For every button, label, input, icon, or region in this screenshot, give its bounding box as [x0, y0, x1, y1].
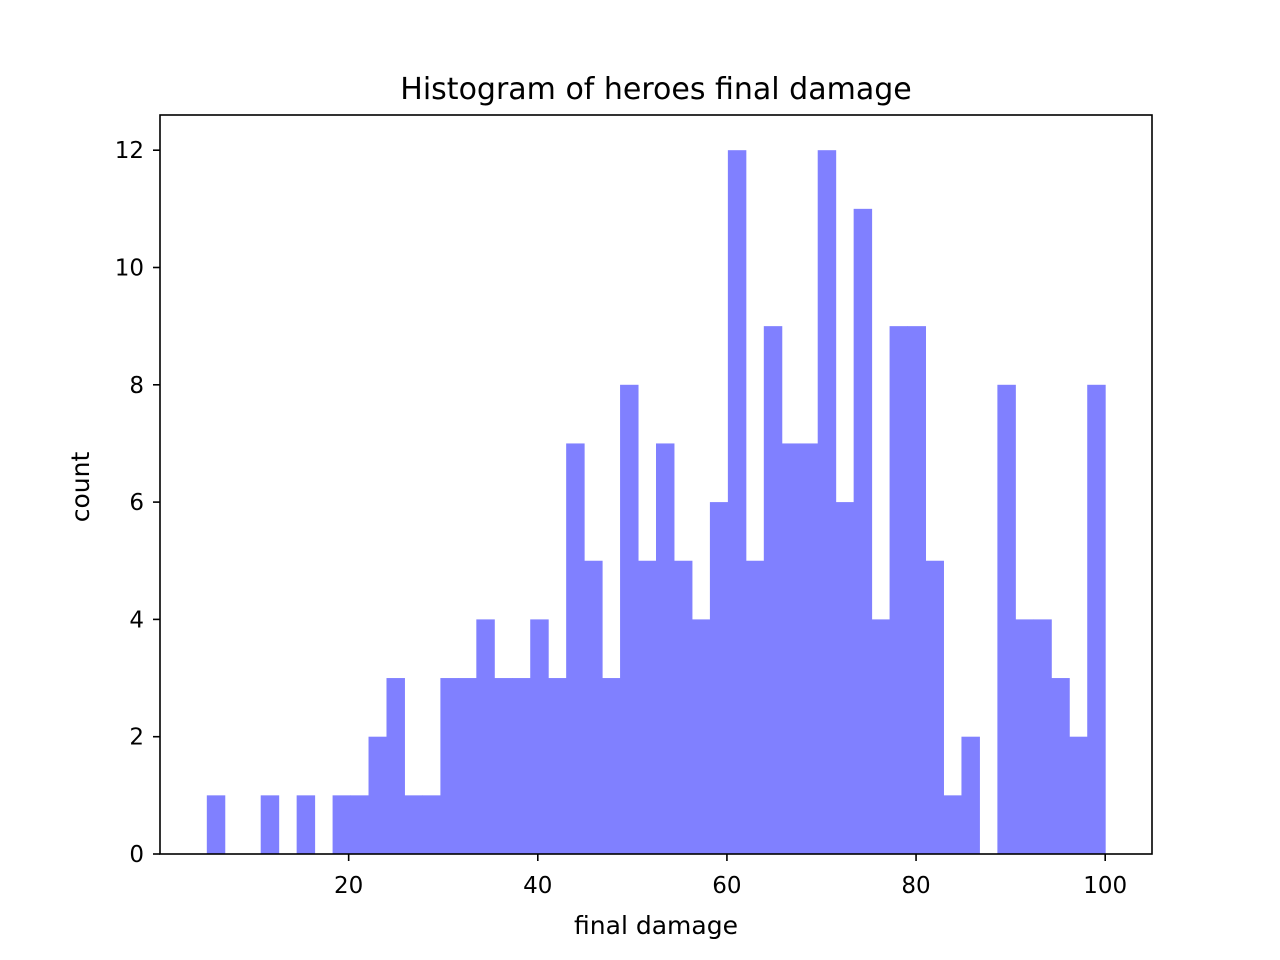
y-tick-label: 8 — [129, 373, 144, 399]
histogram-bar — [530, 619, 549, 854]
plot-frame — [159, 114, 1153, 855]
x-tick-label: 60 — [712, 873, 741, 899]
histogram-bar — [494, 678, 513, 854]
histogram-bar — [476, 619, 495, 854]
histogram-bar — [889, 326, 909, 855]
histogram-bar — [871, 619, 891, 854]
histogram-bar — [763, 326, 783, 855]
histogram-bar — [961, 736, 980, 854]
histogram-bar — [638, 560, 657, 854]
y-axis-label: count — [66, 452, 95, 523]
histogram-bar — [1069, 736, 1088, 854]
y-tick-label: 4 — [129, 607, 144, 633]
histogram-bar — [997, 384, 1016, 854]
histogram-bar — [512, 678, 531, 854]
x-axis-label: final damage — [574, 911, 738, 940]
histogram-bar — [206, 795, 226, 854]
bars-group — [206, 150, 1106, 855]
histogram-bar — [799, 443, 819, 854]
y-tick-label: 12 — [115, 138, 144, 164]
histogram-bar — [404, 795, 423, 854]
x-tick-label: 80 — [901, 873, 930, 899]
histogram-bar — [817, 150, 837, 854]
histogram-bar — [691, 619, 711, 854]
histogram-bar — [368, 736, 387, 854]
histogram-bar — [332, 795, 352, 854]
histogram-bar — [422, 795, 441, 854]
histogram-bar — [907, 326, 927, 855]
histogram-bar — [781, 443, 801, 854]
x-tick-label: 40 — [523, 873, 552, 899]
x-axis-ticks: 20 40 60 80 100 — [334, 854, 1127, 899]
histogram-bar — [1087, 384, 1106, 854]
histogram-bar — [709, 502, 729, 854]
x-tick-label: 100 — [1083, 873, 1127, 899]
histogram-bar — [548, 678, 567, 854]
histogram-bar — [853, 208, 873, 855]
histogram-bar — [350, 795, 370, 854]
y-tick-label: 10 — [115, 255, 144, 281]
histogram-bar — [260, 795, 280, 854]
histogram-bar — [925, 560, 944, 854]
histogram-bar — [458, 678, 477, 854]
histogram-bar — [745, 560, 765, 854]
histogram-bar — [1033, 619, 1052, 854]
histogram-bar — [566, 443, 585, 854]
histogram-bar — [835, 502, 855, 854]
histogram-bar — [440, 678, 459, 854]
x-tick-label: 20 — [334, 873, 363, 899]
y-tick-label: 6 — [129, 490, 144, 516]
histogram-bar — [296, 795, 316, 854]
histogram-bar — [1051, 678, 1070, 854]
chart-title: Histogram of heroes final damage — [400, 72, 911, 107]
histogram-bar — [620, 384, 639, 854]
histogram-bar — [386, 678, 405, 854]
histogram-bar — [943, 795, 962, 854]
histogram-bar — [1015, 619, 1034, 854]
y-tick-label: 0 — [129, 842, 144, 868]
histogram-bar — [673, 560, 693, 854]
histogram-bar — [727, 150, 747, 854]
y-axis-ticks: 0 2 4 6 8 10 12 — [115, 138, 160, 868]
histogram-bar — [656, 443, 675, 854]
histogram-bar — [602, 678, 621, 854]
histogram-bar — [584, 560, 603, 854]
y-tick-label: 2 — [129, 725, 144, 751]
